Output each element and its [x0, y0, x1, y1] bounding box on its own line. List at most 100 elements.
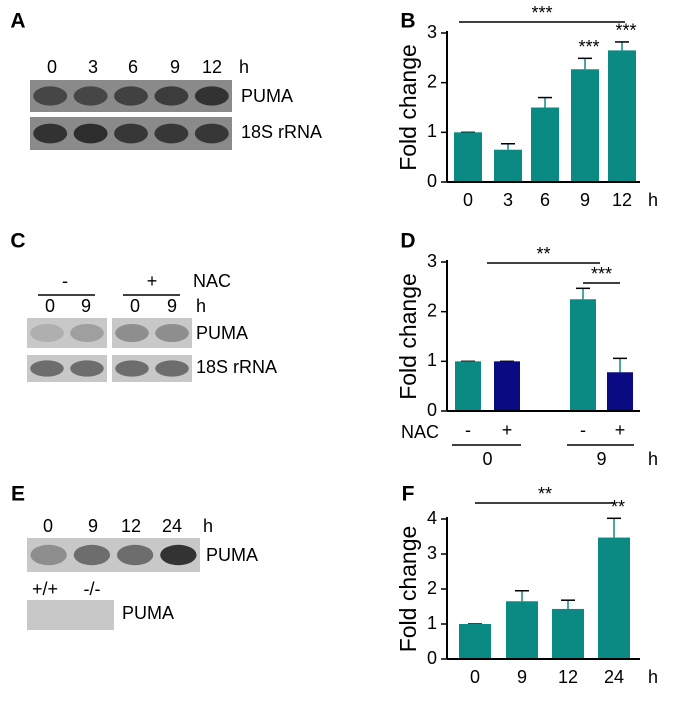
series-label: +	[502, 420, 513, 440]
x-tick-label: 0	[470, 667, 480, 687]
y-tick-label: 0	[427, 400, 437, 420]
bar	[570, 299, 596, 411]
gel-band	[115, 360, 149, 377]
panel-letter: A	[10, 10, 25, 33]
genotype-label: +/+	[32, 579, 58, 599]
y-axis-label: Fold change	[395, 273, 421, 400]
y-tick-label: 1	[427, 350, 437, 370]
panel-letter: C	[10, 230, 25, 253]
y-axis-label: Fold change	[395, 526, 421, 653]
condition-label: +	[147, 271, 158, 291]
lane-label: 0	[43, 516, 53, 536]
y-tick-label: 0	[427, 171, 437, 191]
gel-band	[114, 123, 148, 144]
gel-band	[30, 360, 64, 377]
row-label: 18S rRNA	[196, 357, 277, 377]
lane-label: 0	[130, 296, 140, 316]
lane-label: 12	[202, 57, 222, 77]
row-label: 18S rRNA	[241, 122, 322, 142]
significance-label: **	[538, 484, 552, 504]
group-label: NAC	[401, 422, 439, 442]
row-label: PUMA	[241, 86, 293, 106]
gel-band	[30, 544, 67, 566]
bar	[506, 601, 538, 659]
bar	[459, 624, 491, 659]
panel-letter: E	[11, 483, 25, 506]
x-tick-label: 12	[612, 190, 632, 210]
y-tick-label: 2	[427, 300, 437, 320]
lane-label: 12	[121, 516, 141, 536]
bar	[455, 361, 481, 411]
panel-letter: F	[402, 483, 415, 506]
row-label: PUMA	[196, 323, 248, 343]
lane-label: 3	[88, 57, 98, 77]
gel-band	[73, 123, 108, 144]
x-tick-label: 9	[580, 190, 590, 210]
genotype-label: -/-	[84, 579, 101, 599]
x-tick-label: 9	[596, 449, 606, 469]
gel-band	[73, 544, 111, 566]
lane-label: 9	[88, 516, 98, 536]
bar	[531, 107, 559, 182]
lane-label: 0	[45, 296, 55, 316]
gel-band	[155, 324, 189, 342]
x-tick-label: 24	[604, 667, 624, 687]
y-tick-label: 3	[427, 251, 437, 271]
bar	[608, 50, 636, 183]
row-label: PUMA	[122, 603, 174, 623]
series-label: -	[465, 420, 471, 440]
bar	[454, 132, 482, 182]
x-tick-label: 3	[503, 190, 513, 210]
x-unit-label: h	[648, 667, 658, 687]
bar	[494, 149, 522, 182]
gel-band	[115, 324, 149, 342]
series-label: -	[580, 420, 586, 440]
gel-band	[116, 544, 154, 566]
x-unit-label: h	[648, 449, 658, 469]
bar	[571, 69, 599, 182]
gel-band	[154, 123, 189, 144]
y-tick-label: 1	[427, 613, 437, 633]
lane-label: 9	[81, 296, 91, 316]
bar	[552, 608, 584, 659]
bar-label: ***	[578, 37, 599, 57]
bar	[607, 372, 633, 411]
y-axis-label: Fold change	[395, 44, 421, 171]
y-tick-label: 3	[427, 543, 437, 563]
gel-band	[155, 360, 189, 377]
gel-band	[73, 86, 108, 106]
significance-label: ***	[591, 264, 612, 284]
bar	[494, 361, 520, 411]
condition-label: -	[62, 271, 68, 291]
gel-band	[70, 324, 104, 342]
bar-label: ***	[615, 21, 636, 41]
row-label: PUMA	[206, 545, 258, 565]
lane-label: 0	[47, 57, 57, 77]
unit-label: h	[203, 516, 213, 536]
y-tick-label: 2	[427, 578, 437, 598]
unit-label: h	[196, 296, 206, 316]
significance-label: ***	[531, 3, 552, 23]
panel-letter: B	[400, 10, 415, 33]
x-tick-label: 9	[517, 667, 527, 687]
gel-band	[194, 86, 229, 106]
gel-band	[194, 123, 229, 144]
gel-band	[114, 86, 148, 106]
x-unit-label: h	[648, 190, 658, 210]
lane-label: 6	[128, 57, 138, 77]
gel-image	[112, 318, 192, 348]
lane-label: 24	[162, 516, 182, 536]
x-tick-label: 6	[540, 190, 550, 210]
gel-band	[33, 86, 68, 106]
condition-name: NAC	[193, 271, 231, 291]
panel-letter: D	[400, 230, 415, 253]
gel-band	[154, 86, 189, 106]
gel-band	[160, 544, 197, 566]
unit-label: h	[239, 57, 249, 77]
gel-band	[70, 360, 104, 377]
y-tick-label: 1	[427, 121, 437, 141]
significance-label: **	[536, 244, 550, 264]
gel-image	[27, 318, 107, 348]
gel-band	[30, 324, 64, 342]
